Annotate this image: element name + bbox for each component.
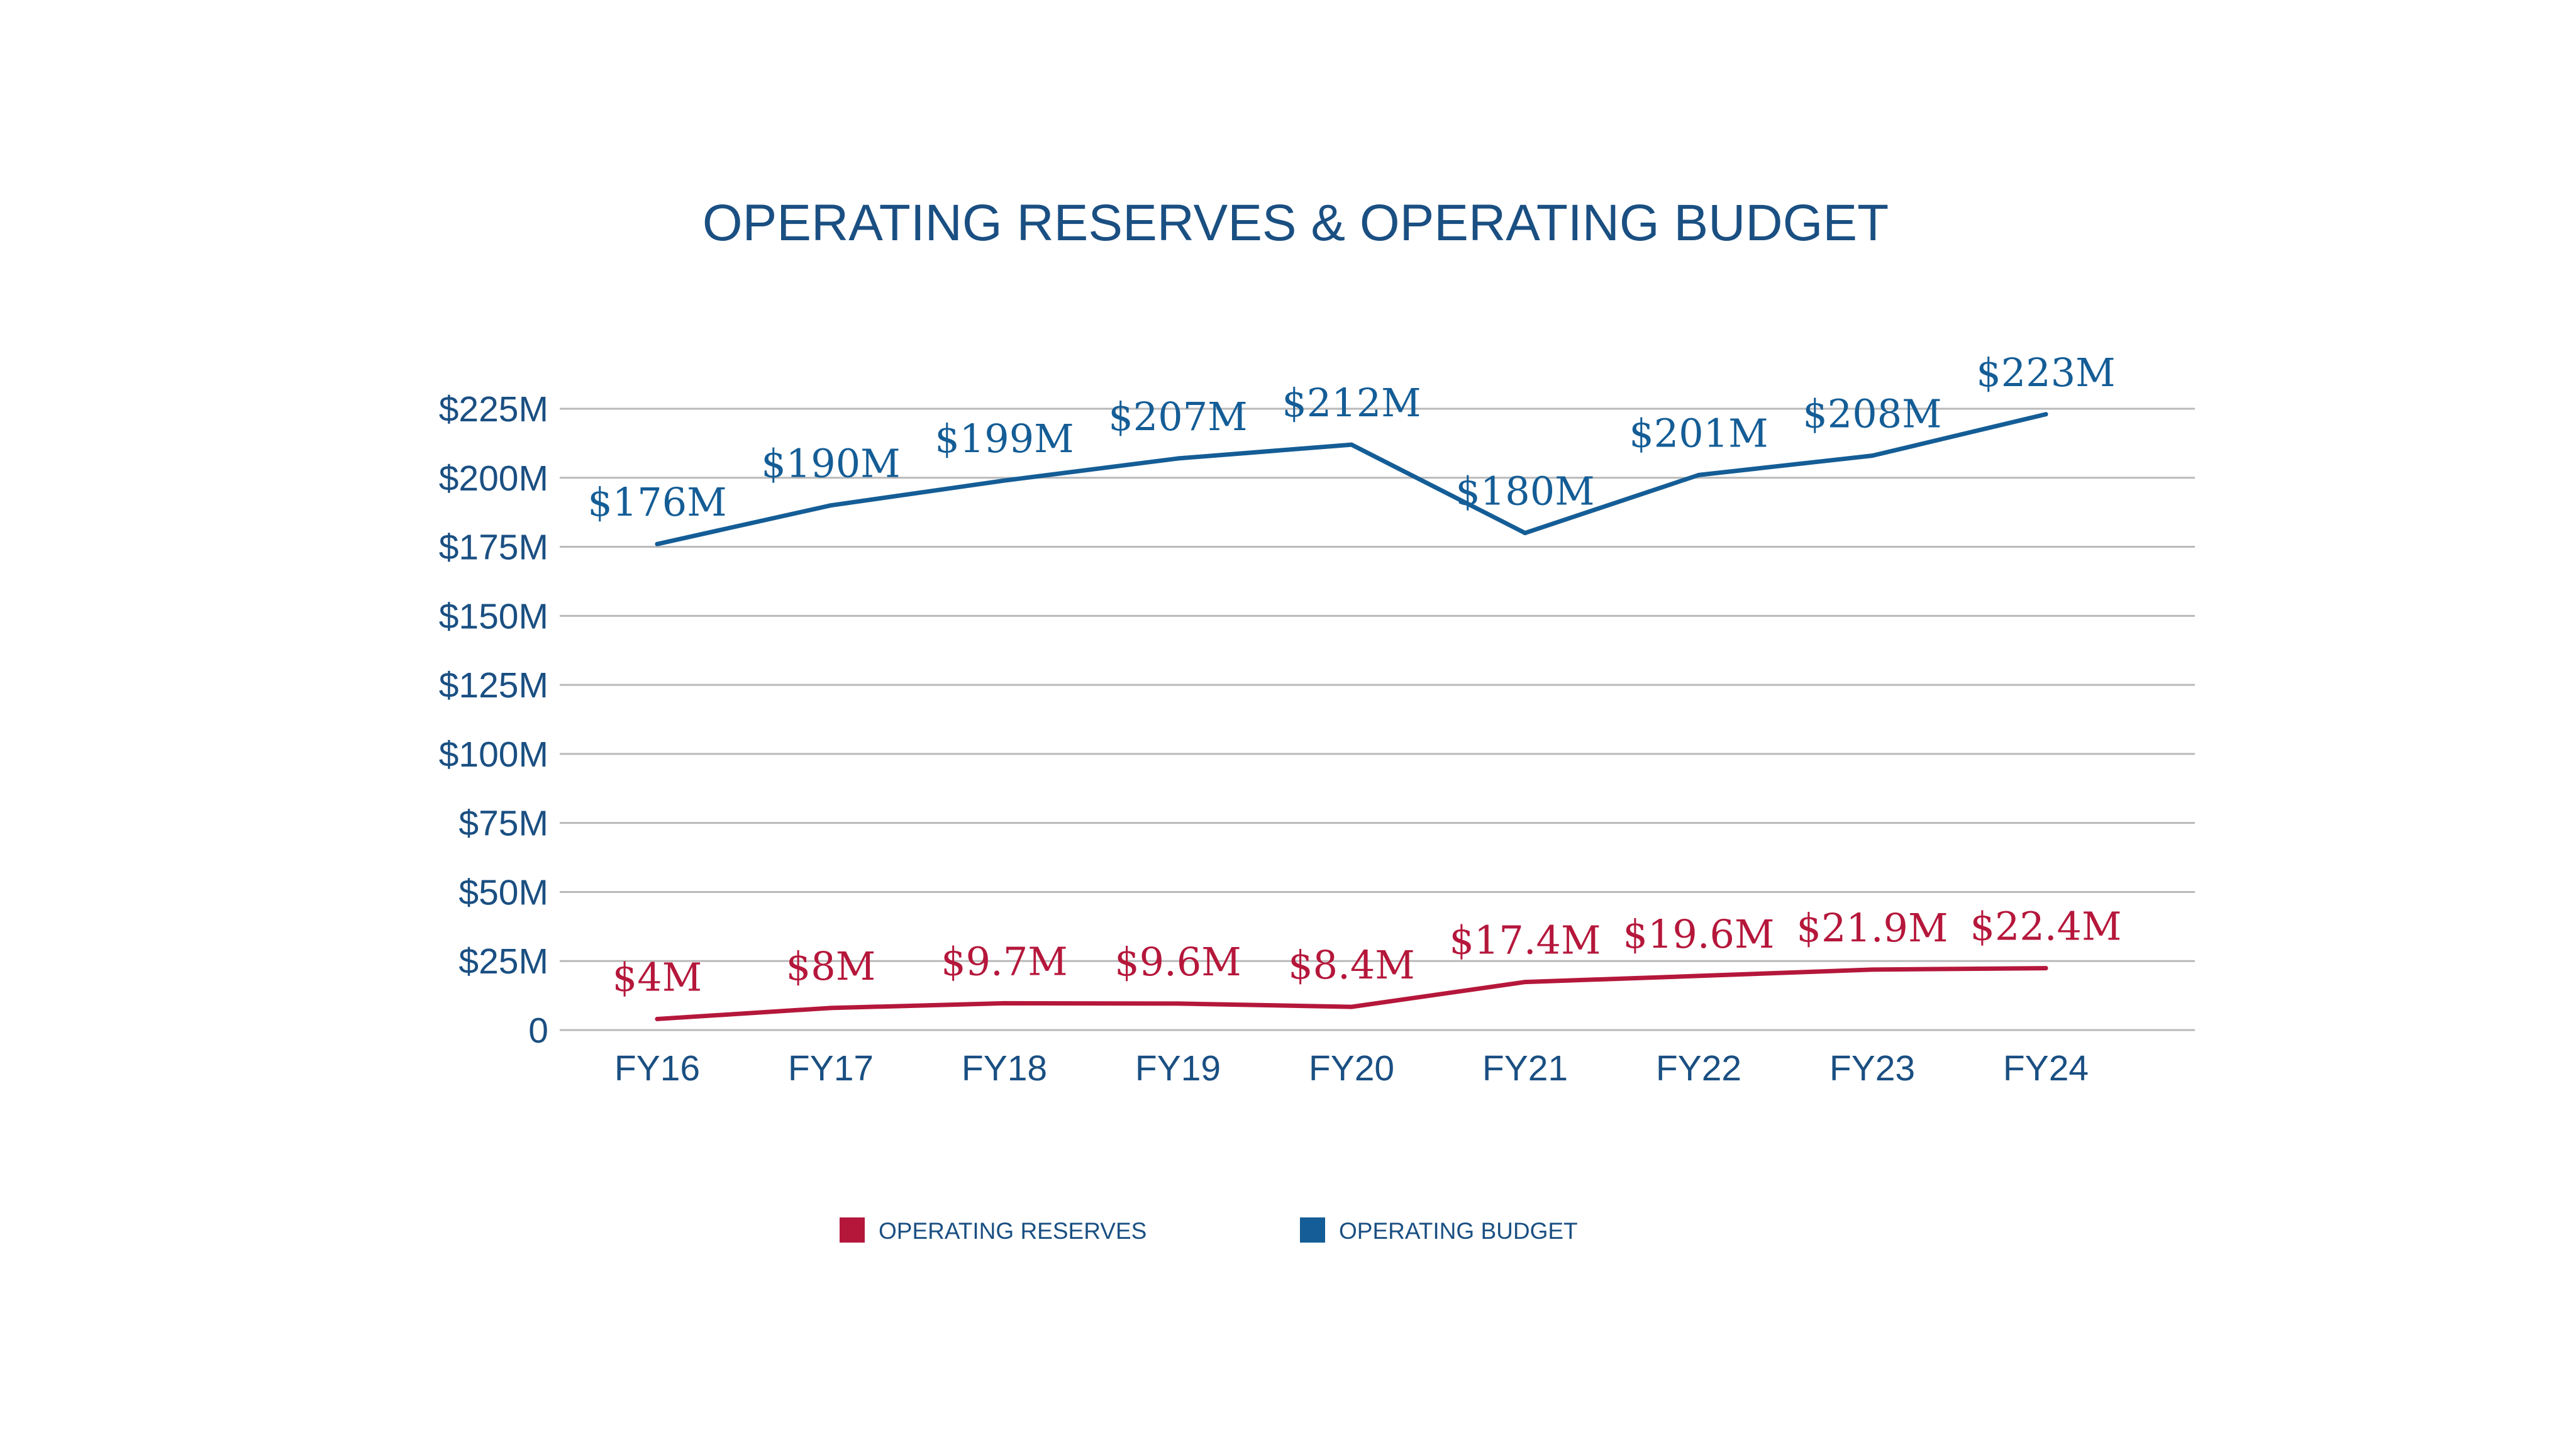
operating-budget-data-label: $208M <box>1802 391 1941 437</box>
operating-budget-data-label: $212M <box>1282 380 1421 426</box>
y-tick-label: $100M <box>439 734 548 775</box>
y-tick-label: $225M <box>439 389 548 430</box>
y-tick-label: $150M <box>439 596 548 636</box>
legend-swatch <box>840 1217 865 1243</box>
x-tick-label: FY17 <box>788 1048 874 1089</box>
legend-label: OPERATING RESERVES <box>879 1218 1146 1244</box>
operating-budget-data-label: $207M <box>1108 394 1247 440</box>
y-tick-label: $75M <box>458 804 548 844</box>
data-labels: $4M $8M $9.7M $9.6M $8.4M $17.4M $19.6M $21.9M $… <box>587 350 2121 1000</box>
grid-lines <box>560 407 2195 1031</box>
y-tick-label: $125M <box>439 665 548 706</box>
operating-reserves-data-label: $19.6M <box>1623 911 1775 957</box>
operating-budget-point <box>1002 478 1007 483</box>
y-tick-label: 0 <box>528 1011 548 1051</box>
operating-budget-data-label: $176M <box>587 479 726 525</box>
x-tick-label: FY16 <box>614 1048 700 1089</box>
operating-reserves-point <box>1002 1000 1007 1006</box>
y-tick-label: $200M <box>439 458 548 499</box>
operating-budget-data-label: $223M <box>1976 350 2115 396</box>
legend: OPERATING RESERVES OPERATING BUDGET <box>840 1217 1578 1244</box>
operating-reserves-data-label: $21.9M <box>1797 905 1948 951</box>
operating-budget-point <box>1870 453 1875 458</box>
operating-reserves-point <box>2043 966 2048 971</box>
y-tick-label: $25M <box>458 941 548 982</box>
operating-reserves-data-label: $17.4M <box>1450 917 1601 963</box>
operating-reserves-data-label: $8M <box>786 943 875 989</box>
legend-swatch <box>1300 1217 1325 1243</box>
x-tick-label: FY21 <box>1482 1048 1568 1089</box>
operating-budget-point <box>655 541 660 546</box>
operating-reserves-point <box>1523 980 1528 985</box>
operating-reserves-point <box>1870 967 1875 972</box>
x-tick-label: FY20 <box>1309 1048 1394 1089</box>
y-tick-label: $50M <box>458 872 548 912</box>
series-lines <box>655 412 2048 1021</box>
operating-reserves-point <box>1696 973 1701 978</box>
operating-reserves-data-label: $4M <box>613 954 702 1000</box>
operating-reserves-point <box>1175 1001 1180 1006</box>
operating-budget-point <box>828 503 833 508</box>
operating-reserves-point <box>828 1006 833 1011</box>
operating-budget-data-label: $199M <box>935 416 1074 462</box>
x-tick-label: FY19 <box>1135 1048 1221 1089</box>
operating-budget-data-label: $190M <box>761 441 900 487</box>
x-tick-label: FY18 <box>962 1048 1047 1089</box>
y-tick-label: $175M <box>439 528 548 568</box>
operating-reserves-point <box>1349 1004 1354 1009</box>
x-tick-label: FY24 <box>2003 1048 2089 1089</box>
operating-budget-point <box>1175 456 1180 461</box>
operating-budget-data-label: $180M <box>1455 468 1594 514</box>
operating-reserves-data-label: $22.4M <box>1970 904 2122 950</box>
x-tick-label: FY23 <box>1829 1048 1915 1089</box>
operating-budget-point <box>1349 442 1354 447</box>
x-axis-ticks: FY16 FY17 FY18 FY19 FY20 FY21 FY22 FY23 FY24 <box>614 1048 2089 1089</box>
operating-reserves-point <box>655 1016 660 1021</box>
y-axis-ticks: 0 $25M $50M $75M $100M $125M $150M $175M $200M $2… <box>439 389 548 1051</box>
x-tick-label: FY22 <box>1656 1048 1741 1089</box>
operating-budget-point <box>2043 412 2048 417</box>
operating-reserves-data-label: $9.6M <box>1114 939 1241 985</box>
legend-label: OPERATING BUDGET <box>1339 1218 1578 1244</box>
operating-reserves-data-label: $8.4M <box>1288 942 1415 988</box>
operating-budget-point <box>1696 472 1701 477</box>
operating-budget-data-label: $201M <box>1629 410 1768 456</box>
operating-budget-point <box>1523 531 1528 536</box>
operating-reserves-data-label: $9.7M <box>941 938 1068 984</box>
chart-title: OPERATING RESERVES & OPERATING BUDGET <box>702 194 1889 252</box>
